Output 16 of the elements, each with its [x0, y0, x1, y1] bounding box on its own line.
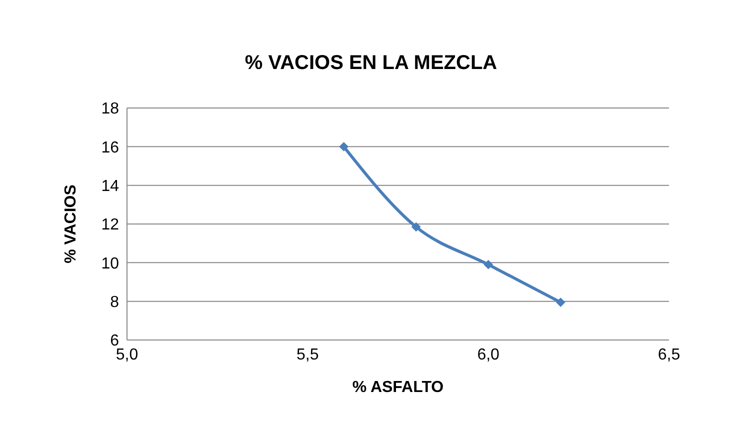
y-tick-label: 10: [101, 255, 120, 272]
y-tick-label: 14: [101, 178, 120, 196]
chart-title: % VACIOS EN LA MEZCLA: [244, 52, 498, 75]
point: [484, 260, 493, 270]
x-tick-label: 6,0: [477, 346, 500, 364]
point: [339, 142, 348, 152]
y-axis-title: % VACIOS: [62, 184, 80, 264]
y-tick-label: 8: [110, 294, 120, 312]
y-tick-label: 16: [101, 139, 120, 156]
y-tick-label: 12: [101, 216, 120, 234]
y-tick-label: 18: [101, 100, 120, 118]
x-tick-label: 5,5: [296, 346, 319, 364]
x-axis-title: % ASFALTO: [352, 379, 444, 396]
point: [412, 222, 421, 232]
point: [556, 298, 566, 307]
x-tick-label: 6,5: [658, 346, 680, 364]
